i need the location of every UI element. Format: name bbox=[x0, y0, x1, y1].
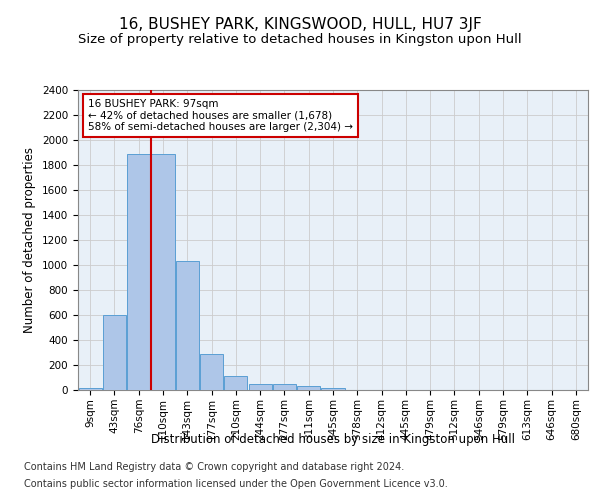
Bar bbox=[103, 315, 126, 390]
Text: 16 BUSHEY PARK: 97sqm
← 42% of detached houses are smaller (1,678)
58% of semi-d: 16 BUSHEY PARK: 97sqm ← 42% of detached … bbox=[88, 99, 353, 132]
Text: Size of property relative to detached houses in Kingston upon Hull: Size of property relative to detached ho… bbox=[78, 32, 522, 46]
Bar bbox=[273, 384, 296, 390]
Bar bbox=[248, 384, 272, 390]
Text: Contains HM Land Registry data © Crown copyright and database right 2024.: Contains HM Land Registry data © Crown c… bbox=[24, 462, 404, 472]
Bar bbox=[297, 386, 320, 390]
Text: Distribution of detached houses by size in Kingston upon Hull: Distribution of detached houses by size … bbox=[151, 432, 515, 446]
Bar bbox=[176, 261, 199, 390]
Bar bbox=[200, 354, 223, 390]
Text: Contains public sector information licensed under the Open Government Licence v3: Contains public sector information licen… bbox=[24, 479, 448, 489]
Bar bbox=[322, 388, 344, 390]
Y-axis label: Number of detached properties: Number of detached properties bbox=[23, 147, 37, 333]
Bar bbox=[151, 154, 175, 390]
Bar bbox=[127, 154, 150, 390]
Bar bbox=[79, 388, 101, 390]
Bar bbox=[224, 376, 247, 390]
Text: 16, BUSHEY PARK, KINGSWOOD, HULL, HU7 3JF: 16, BUSHEY PARK, KINGSWOOD, HULL, HU7 3J… bbox=[119, 18, 481, 32]
